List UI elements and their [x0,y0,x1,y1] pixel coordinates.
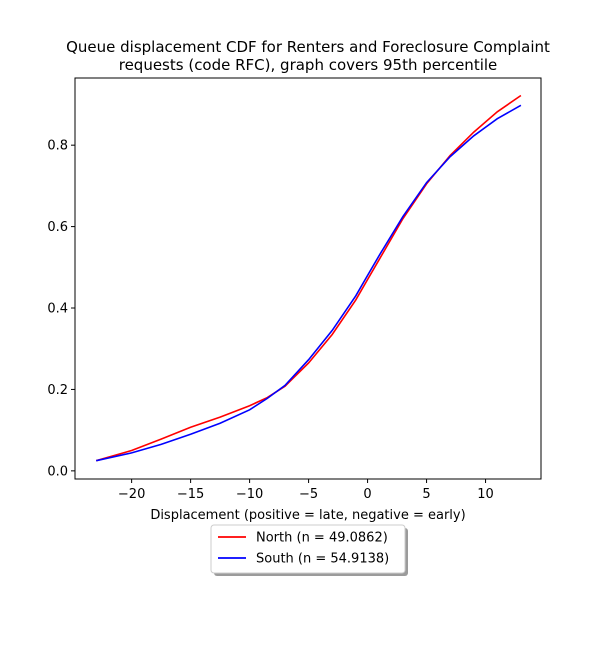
series-line-north [95,94,522,462]
x-tick-label: 0 [363,487,371,502]
legend-label-north: North (n = 49.0862) [256,531,388,546]
x-tick-label: −20 [118,487,145,502]
plot-frame [74,77,542,480]
legend-label-south: South (n = 54.9138) [256,552,389,567]
x-tick-label: −15 [177,487,204,502]
y-tick-label: 0.2 [47,383,68,398]
y-tick-label: 0.4 [47,302,68,317]
chart-title-line-2: requests (code RFC), graph covers 95th p… [119,56,498,74]
legend: North (n = 49.0862) South (n = 54.9138) [210,524,408,576]
x-axis: −20 −15 −10 −5 0 5 10 [118,479,494,502]
y-axis: 0.0 0.2 0.4 0.6 0.8 [47,139,75,479]
legend-box [210,524,406,574]
plot-lines [95,94,522,462]
y-tick-label: 0.6 [47,220,68,235]
y-tick-label: 0.8 [47,139,68,154]
x-tick-label: 10 [477,487,494,502]
legend-entries: North (n = 49.0862) South (n = 54.9138) [218,531,389,567]
chart-title-line-1: Queue displacement CDF for Renters and F… [66,38,550,56]
y-tick-label: 0.0 [47,464,68,479]
x-tick-label: −5 [299,487,318,502]
series-line-south [96,104,522,462]
x-axis-label: Displacement (positive = late, negative … [150,508,465,523]
x-tick-label: 5 [422,487,430,502]
x-tick-label: −10 [236,487,263,502]
